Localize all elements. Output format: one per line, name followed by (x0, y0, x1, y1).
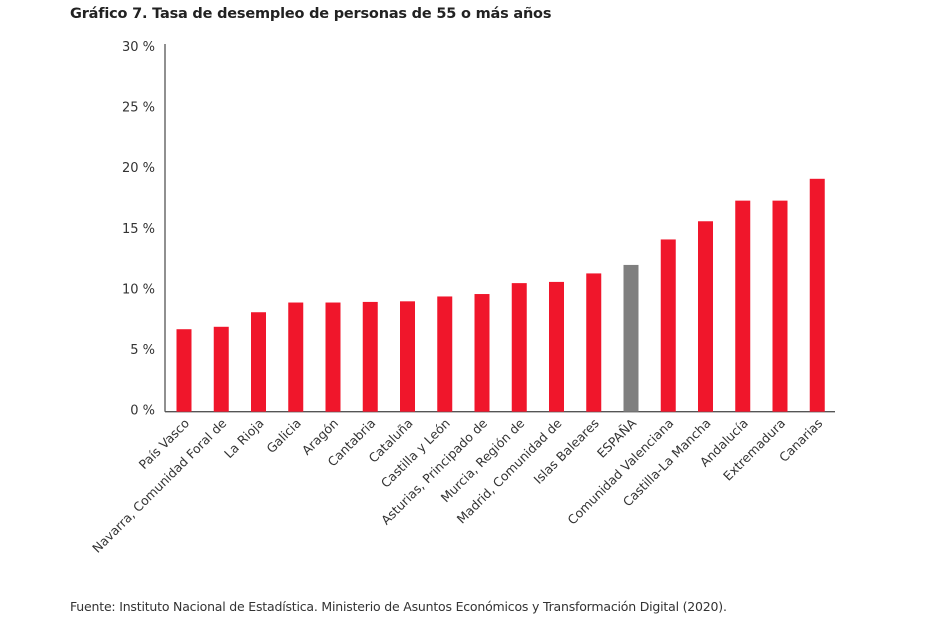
x-tick-label: Islas Baleares (530, 416, 601, 487)
chart-title: Gráfico 7. Tasa de desempleo de personas… (70, 6, 552, 22)
bar (176, 329, 192, 412)
bar (437, 296, 453, 412)
y-tick-label: 0 % (130, 404, 155, 419)
bar (623, 264, 639, 412)
bar (698, 221, 713, 412)
source-note: Fuente: Instituto Nacional de Estadístic… (70, 599, 727, 614)
bar (474, 294, 490, 412)
x-tick-label: Galicia (263, 416, 304, 457)
bar (809, 178, 825, 412)
bar (735, 200, 751, 412)
y-tick-label: 20 % (122, 161, 155, 176)
bar (362, 301, 378, 412)
bar (772, 200, 788, 412)
bar-chart: 0 %5 %10 %15 %20 %25 %30 %País VascoNava… (89, 40, 835, 556)
bar (251, 312, 266, 412)
y-tick-label: 5 % (130, 343, 155, 358)
bar (213, 326, 229, 412)
y-tick-label: 10 % (122, 282, 155, 297)
y-tick-label: 25 % (122, 100, 155, 115)
bar (511, 283, 527, 412)
y-tick-label: 30 % (122, 40, 155, 55)
bar (549, 281, 564, 412)
bar (400, 301, 415, 412)
bar (660, 239, 676, 412)
bar (586, 273, 602, 412)
bar (325, 302, 341, 412)
x-tick-label: La Rioja (221, 416, 267, 462)
y-tick-label: 15 % (122, 222, 155, 237)
bar (288, 302, 304, 412)
